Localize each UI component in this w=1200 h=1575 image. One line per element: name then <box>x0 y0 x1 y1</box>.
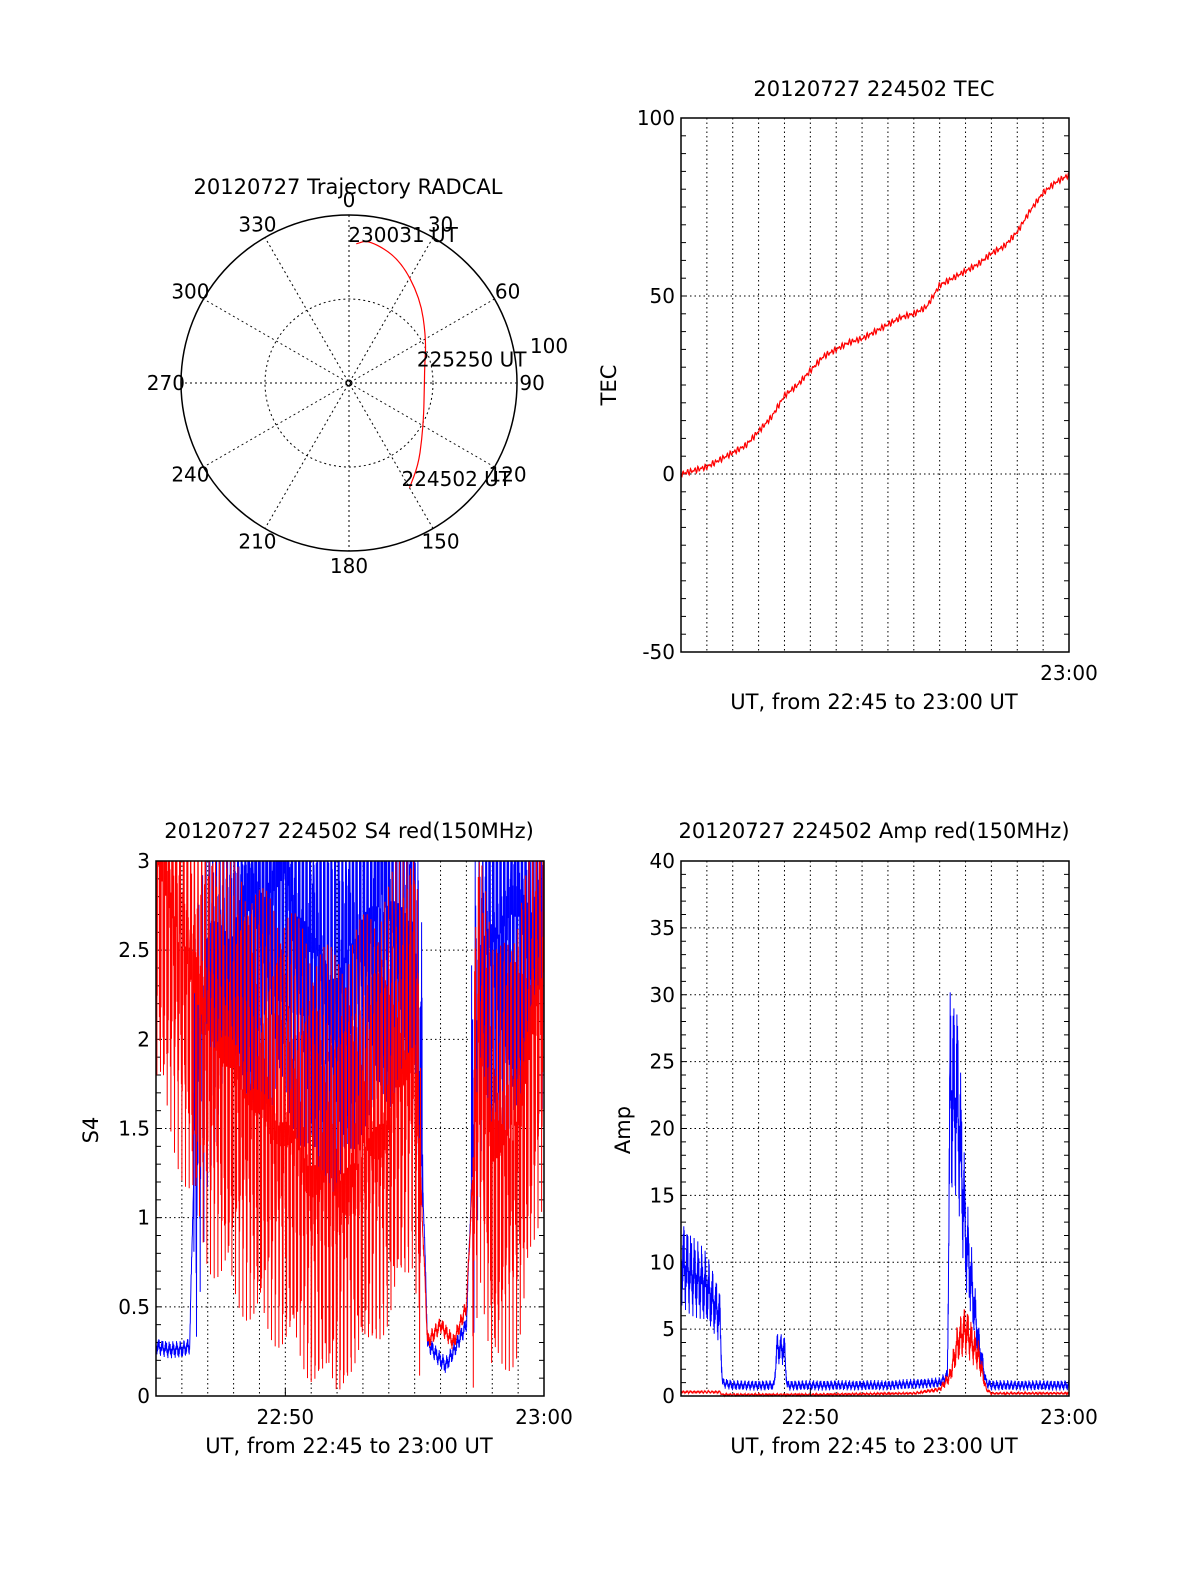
s4-xlabel: UT, from 22:45 to 23:00 UT <box>205 1434 493 1458</box>
plot-frame <box>155 860 545 1397</box>
polar-azimuth-label: 270 <box>147 371 185 395</box>
y-tick-label: 0 <box>662 462 675 486</box>
x-tick-label: 23:00 <box>1040 1405 1098 1429</box>
tec-title: 20120727 224502 TEC <box>753 77 994 101</box>
y-tick-label: 3 <box>137 849 150 873</box>
y-tick-label: 100 <box>637 106 675 130</box>
x-tick-label: 23:00 <box>1040 661 1098 685</box>
polar-spoke <box>264 237 434 529</box>
trajectory-time-label: 230031 UT <box>348 223 458 247</box>
amp-ylabel: Amp <box>611 1106 635 1154</box>
y-tick-label: 30 <box>650 983 675 1007</box>
polar-spoke <box>203 298 495 468</box>
y-tick-label: 35 <box>650 916 675 940</box>
polar-azimuth-label: 120 <box>488 463 526 487</box>
y-tick-label: 2 <box>137 1027 150 1051</box>
polar-azimuth-label: 0 <box>343 188 356 212</box>
s4-title: 20120727 224502 S4 red(150MHz) <box>164 819 534 843</box>
amp-title: 20120727 224502 Amp red(150MHz) <box>678 819 1069 843</box>
y-tick-label: 50 <box>650 284 675 308</box>
polar-azimuth-label: 330 <box>238 212 276 236</box>
x-tick-label: 22:50 <box>257 1405 315 1429</box>
y-tick-label: 0.5 <box>118 1295 150 1319</box>
y-tick-label: 5 <box>662 1317 675 1341</box>
y-tick-label: 10 <box>650 1250 675 1274</box>
series-line <box>680 1309 1070 1398</box>
s4-panel: 20120727 224502 S4 red(150MHz) UT, from … <box>79 819 573 1458</box>
trajectory-time-label: 224502 UT <box>401 467 511 491</box>
x-tick-label: 23:00 <box>515 1405 573 1429</box>
y-tick-label: 1 <box>137 1206 150 1230</box>
tec-ylabel: TEC <box>597 365 621 407</box>
y-tick-label: 15 <box>650 1183 675 1207</box>
trajectory-time-label: 225250 UT <box>417 347 527 371</box>
polar-azimuth-label: 90 <box>519 371 544 395</box>
polar-azimuth-label: 60 <box>495 279 520 303</box>
y-tick-label: 20 <box>650 1117 675 1141</box>
tec-panel: 20120727 224502 TEC UT, from 22:45 to 23… <box>597 77 1098 714</box>
y-tick-label: 0 <box>662 1384 675 1408</box>
s4-ylabel: S4 <box>79 1117 103 1144</box>
plot-frame <box>680 117 1070 653</box>
polar-azimuth-label: 180 <box>330 554 368 578</box>
polar-spoke <box>264 237 434 529</box>
polar-azimuth-label: 210 <box>238 530 276 554</box>
y-tick-label: 2.5 <box>118 938 150 962</box>
plot-frame <box>680 860 1070 1397</box>
series-line <box>680 172 1070 478</box>
amp-xlabel: UT, from 22:45 to 23:00 UT <box>730 1434 1018 1458</box>
polar-azimuth-label: 300 <box>171 279 209 303</box>
polar-radial-label: 100 <box>530 334 568 358</box>
trajectory-polar-plot: 20120727 Trajectory RADCAL 0 30 60 90 120 150… <box>147 175 568 578</box>
polar-azimuth-label: 240 <box>171 463 209 487</box>
series-line <box>155 860 545 1390</box>
polar-title: 20120727 Trajectory RADCAL <box>194 175 503 199</box>
tec-xlabel: UT, from 22:45 to 23:00 UT <box>730 690 1018 714</box>
series-line <box>680 992 1070 1391</box>
amp-panel: 20120727 224502 Amp red(150MHz) UT, from… <box>611 819 1098 1458</box>
y-tick-label: 0 <box>137 1384 150 1408</box>
y-tick-label: 1.5 <box>118 1117 150 1141</box>
polar-azimuth-label: 150 <box>421 530 459 554</box>
y-tick-label: 25 <box>650 1050 675 1074</box>
polar-azimuth-label: 30 <box>428 212 453 236</box>
y-tick-label: -50 <box>642 640 675 664</box>
trajectory-line <box>356 240 427 489</box>
y-tick-label: 40 <box>650 849 675 873</box>
x-tick-label: 22:50 <box>782 1405 840 1429</box>
polar-spoke <box>203 298 495 468</box>
